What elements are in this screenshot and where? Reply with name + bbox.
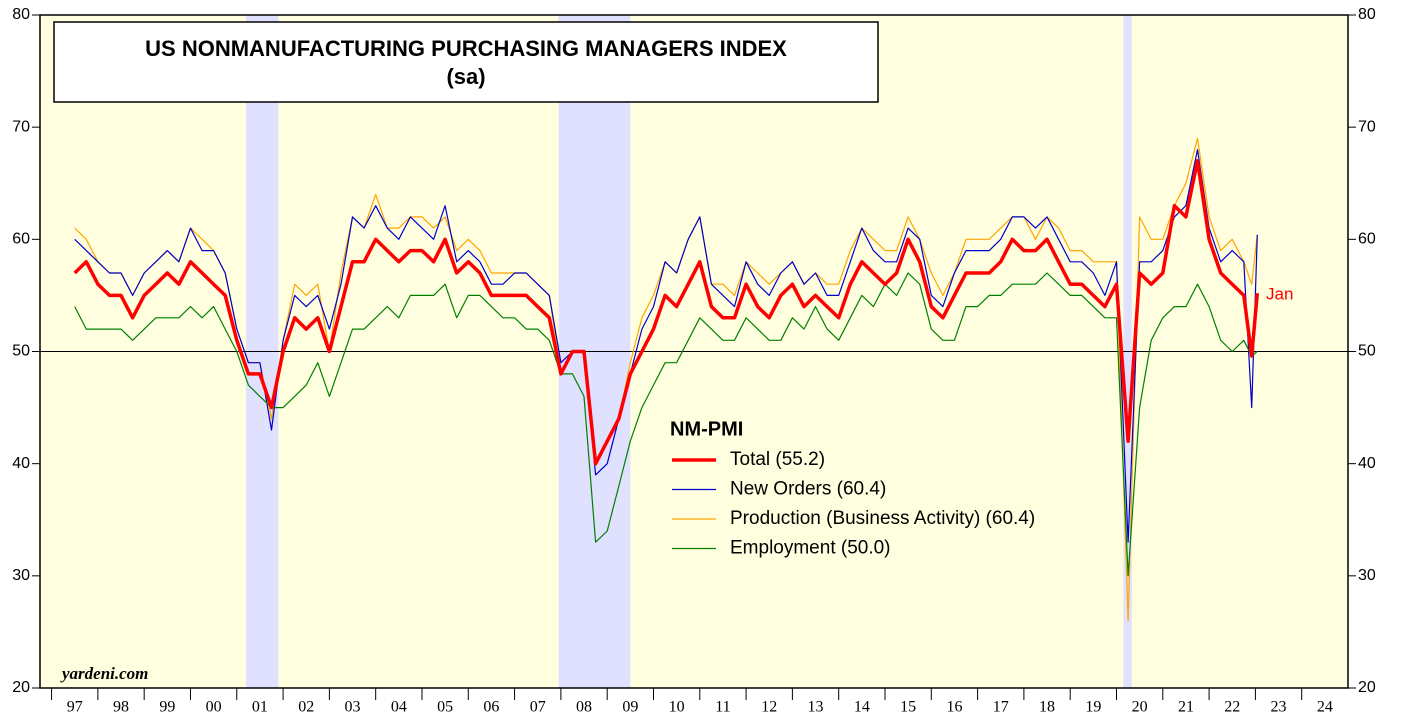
chart-subtitle: (sa) (446, 64, 485, 89)
x-tick-label: 18 (1039, 699, 1055, 716)
x-tick-label: 13 (808, 699, 824, 716)
background-layer: 20 20 30 30 40 40 50 50 60 60 70 70 80 80 97 98 99 00 01 02… (12, 6, 1376, 715)
y-tick-label: 60 (12, 231, 30, 248)
y-tick-label: 80 (12, 6, 30, 23)
y2-tick-label: 70 (1358, 118, 1376, 135)
y2-tick-label: 80 (1358, 6, 1376, 23)
x-tick-label: 14 (854, 699, 870, 716)
y2-tick-label: 60 (1358, 231, 1376, 248)
x-tick-label: 11 (715, 699, 730, 716)
x-tick-label: 09 (622, 699, 638, 716)
x-tick-label: 23 (1271, 699, 1287, 716)
series-line (74, 272, 1258, 577)
annotation: Jan (1266, 284, 1293, 303)
x-tick-label: 03 (345, 699, 361, 716)
series-line (74, 149, 1258, 543)
chart-title: US NONMANUFACTURING PURCHASING MANAGERS … (145, 36, 787, 61)
legend-title: NM-PMI (670, 418, 743, 440)
x-tick-label: 15 (900, 699, 916, 716)
legend-label: Production (Business Activity) (60.4) (730, 508, 1035, 529)
plot-layer: Total (55.2) New Orders (60.4) Production … (39, 14, 1349, 689)
x-tick-label: 04 (391, 699, 407, 716)
title-box (53, 21, 879, 103)
x-tick-label: 07 (530, 699, 546, 716)
x-tick-label: 02 (298, 699, 314, 716)
x-tick-label: 99 (159, 699, 175, 716)
y2-tick-label: 50 (1358, 343, 1376, 360)
x-tick-label: 21 (1178, 699, 1194, 716)
y2-tick-label: 40 (1358, 455, 1376, 472)
x-tick-label: 06 (483, 699, 499, 716)
plot-frame (39, 14, 1349, 689)
x-tick-label: 97 (67, 699, 83, 716)
series-line (73, 159, 1260, 466)
legend-label: Employment (50.0) (730, 538, 891, 559)
y-tick-label: 30 (12, 567, 30, 584)
x-tick-label: 22 (1224, 699, 1240, 716)
x-tick-label: 24 (1317, 699, 1333, 716)
y2-tick-label: 30 (1358, 567, 1376, 584)
x-tick-label: 05 (437, 699, 453, 716)
x-tick-label: 01 (252, 699, 268, 716)
x-tick-label: 17 (993, 699, 1009, 716)
x-tick-label: 16 (946, 699, 962, 716)
x-tick-label: 08 (576, 699, 592, 716)
source: yardeni.com (60, 664, 148, 683)
x-tick-label: 20 (1132, 699, 1148, 716)
x-tick-label: 00 (206, 699, 222, 716)
y-tick-label: 50 (12, 343, 30, 360)
legend-label: New Orders (60.4) (730, 479, 886, 500)
x-tick-label: 12 (761, 699, 777, 716)
legend-label: Total (55.2) (730, 449, 825, 470)
x-tick-label: 98 (113, 699, 129, 716)
y-tick-label: 40 (12, 455, 30, 472)
x-tick-label: 19 (1085, 699, 1101, 716)
y-tick-label: 70 (12, 118, 30, 135)
x-tick-label: 10 (669, 699, 685, 716)
y-tick-label: 20 (12, 679, 30, 696)
y2-tick-label: 20 (1358, 679, 1376, 696)
